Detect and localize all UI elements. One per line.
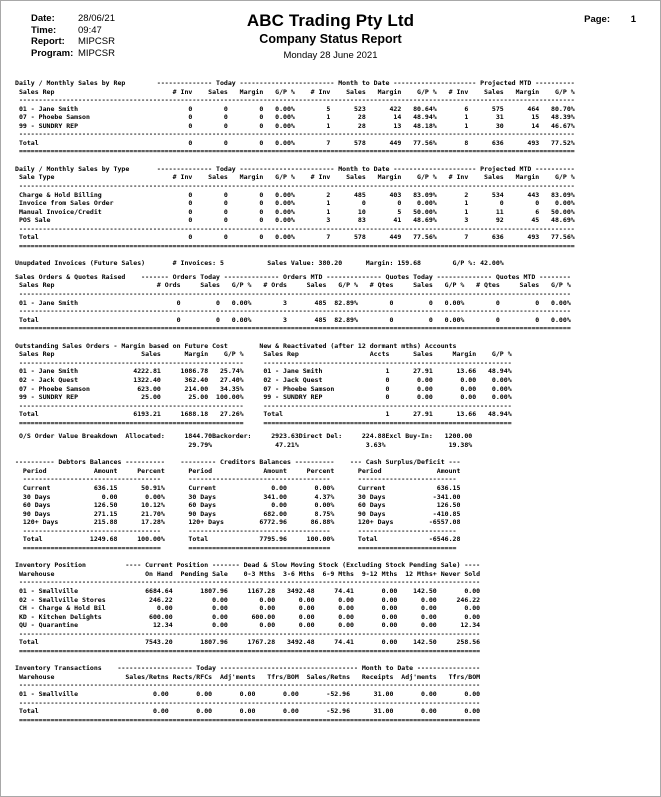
report-meta: Date: 28/06/21 Time: 09:47 Report: MIPCSR P…: [31, 13, 115, 59]
page-label: Page:: [584, 14, 610, 25]
meta-row-date: Date: 28/06/21: [31, 13, 115, 25]
section-order-value-breakdown: O/S Order Value Breakdown Allocated: 184…: [18, 432, 473, 449]
meta-row-time: Time: 09:47: [31, 25, 115, 37]
program-value: MIPCSR: [78, 47, 115, 59]
section-inventory-position: Inventory Position ---- Current Position…: [15, 561, 481, 655]
report-date: Monday 28 June 2021: [283, 50, 378, 61]
program-label: Program:: [31, 47, 74, 59]
section-unupdated-invoices: Unupdated Invoices (Future Sales) # Invo…: [15, 259, 504, 268]
date-value: 28/06/21: [78, 13, 115, 24]
section-orders-quotes: Sales Orders & Quotes Raised ------- Ord…: [15, 272, 571, 333]
page-number: 1: [630, 14, 636, 25]
page-title: Company Status Report: [259, 32, 402, 46]
section-balances: ---------- Debtors Balances ---------- -…: [15, 458, 461, 552]
page-number-block: Page: 1: [584, 14, 636, 25]
section-inventory-transactions: Inventory Transactions -----------------…: [15, 664, 481, 724]
section-outstanding-and-new: Outstanding Sales Orders - Margin based …: [15, 341, 512, 427]
report-body: Daily / Monthly Sales by Rep -----------…: [1, 79, 660, 724]
time-label: Time:: [31, 24, 57, 36]
meta-row-report: Report: MIPCSR: [31, 36, 115, 48]
page-header: Date: 28/06/21 Time: 09:47 Report: MIPCSR P…: [1, 1, 660, 79]
section-sales-by-rep: Daily / Monthly Sales by Rep -----------…: [15, 79, 575, 156]
date-label: Date:: [31, 13, 55, 24]
time-value: 09:47: [78, 24, 102, 36]
section-sales-by-type: Daily / Monthly Sales by Type ----------…: [15, 164, 575, 250]
title-block: ABC Trading Pty Ltd Company Status Repor…: [1, 10, 660, 63]
company-name: ABC Trading Pty Ltd: [246, 11, 415, 30]
meta-row-program: Program: MIPCSR: [31, 48, 115, 60]
report-value: MIPCSR: [78, 36, 115, 48]
report-label: Report:: [31, 36, 65, 48]
